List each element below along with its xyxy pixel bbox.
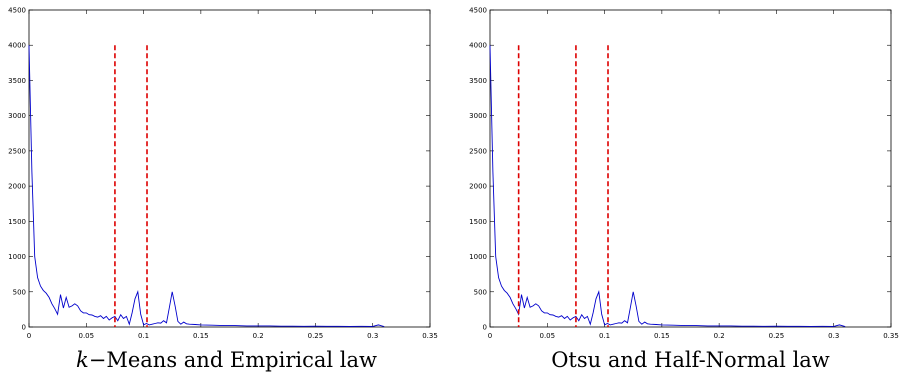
y-tick-label: 2000 [469, 183, 487, 191]
x-tick-label: 0.05 [78, 332, 94, 340]
y-tick-label: 4000 [8, 42, 26, 50]
y-tick-label: 0 [483, 324, 487, 332]
y-tick-label: 4500 [469, 7, 487, 15]
data-series-line [28, 45, 385, 328]
x-tick-label: 0.1 [138, 332, 149, 340]
x-tick-label: 0.3 [828, 332, 839, 340]
x-tick-label: 0.25 [308, 332, 324, 340]
y-tick-label: 4500 [8, 7, 26, 15]
y-tick-label: 3000 [469, 112, 487, 120]
y-tick-label: 500 [13, 288, 26, 296]
x-tick-label: 0 [27, 332, 31, 340]
x-tick-label: 0.2 [253, 332, 264, 340]
x-tick-label: 0.3 [367, 332, 378, 340]
x-tick-label: 0.35 [883, 332, 899, 340]
plot-frame [28, 9, 431, 328]
caption-text: Otsu and Half-Normal law [551, 348, 830, 372]
y-tick-label: 3500 [8, 77, 26, 85]
x-tick-label: 0.05 [539, 332, 555, 340]
y-tick-label: 2500 [469, 147, 487, 155]
y-tick-label: 2500 [8, 147, 26, 155]
y-tick-label: 500 [474, 288, 487, 296]
caption-italic-part: k [76, 348, 89, 372]
chart-panel-2: 0 0.05 0.1 0.15 0.2 0.25 0.3 0.35 0 500 1000 1500 20… [469, 7, 899, 373]
x-tick-label: 0.15 [654, 332, 670, 340]
x-tick-label: 0.1 [599, 332, 610, 340]
caption-text: −Means and Empirical law [89, 348, 377, 372]
y-tick-label: 2000 [8, 183, 26, 191]
data-series-line [489, 45, 846, 328]
chart-caption: Otsu and Half-Normal law [551, 348, 830, 372]
chart-panel-1: 0 0.05 0.1 0.15 0.2 0.25 0.3 0.35 0 500 1000 1500 20… [8, 7, 438, 373]
plot-frame [489, 9, 892, 328]
y-tick-label: 3000 [8, 112, 26, 120]
y-tick-label: 1500 [8, 218, 26, 226]
y-tick-label: 1500 [469, 218, 487, 226]
y-tick-label: 1000 [8, 253, 26, 261]
y-tick-label: 0 [22, 324, 26, 332]
x-tick-label: 0.35 [422, 332, 438, 340]
y-tick-label: 4000 [469, 42, 487, 50]
chart-caption: k−Means and Empirical law [76, 348, 377, 372]
y-tick-label: 3500 [469, 77, 487, 85]
x-tick-label: 0.15 [193, 332, 209, 340]
x-tick-label: 0.25 [769, 332, 785, 340]
x-tick-label: 0.2 [714, 332, 725, 340]
y-tick-label: 1000 [469, 253, 487, 261]
x-tick-label: 0 [488, 332, 492, 340]
